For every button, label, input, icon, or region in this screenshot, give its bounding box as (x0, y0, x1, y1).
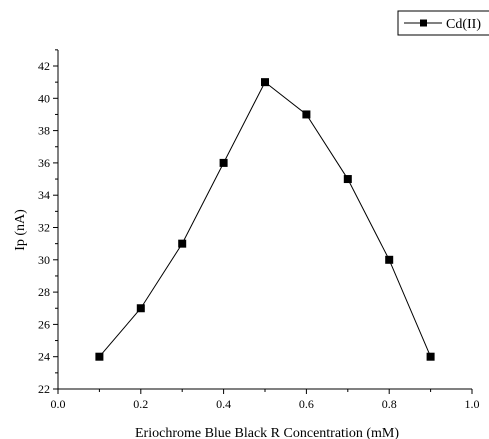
legend-marker (420, 19, 427, 27)
data-point (426, 352, 435, 361)
y-tick-label: 26 (38, 317, 50, 331)
y-tick-label: 32 (38, 221, 50, 235)
ticks: 0.0 0.2 0.4 0.6 0.8 1.0 22 24 26 28 30 32 34 36 38 40 42 (38, 49, 480, 411)
x-tick-label: 0.6 (299, 397, 314, 411)
x-axis-title: Eriochrome Blue Black R Concentration (m… (135, 426, 399, 439)
y-tick-label: 24 (38, 350, 50, 364)
legend-label: Cd(II) (446, 17, 481, 32)
data-point (219, 158, 228, 167)
y-tick-label: 22 (38, 382, 50, 396)
data-point (302, 110, 311, 119)
data-point (95, 352, 104, 361)
data-point (343, 175, 352, 184)
plot-area (95, 78, 435, 361)
y-tick-label: 28 (38, 285, 50, 299)
data-point (385, 255, 394, 264)
data-point (136, 304, 145, 313)
y-tick-label: 42 (38, 59, 50, 73)
y-tick-label: 34 (38, 188, 50, 202)
axes (57, 50, 472, 390)
series-line (99, 81, 432, 358)
x-tick-label: 0.4 (216, 397, 231, 411)
y-tick-label: 36 (38, 156, 50, 170)
x-tick-label: 1.0 (465, 397, 480, 411)
data-point (178, 239, 187, 248)
y-tick-label: 38 (38, 124, 50, 138)
y-tick-label: 30 (38, 253, 50, 267)
legend: Cd(II) (397, 10, 489, 36)
x-tick-label: 0.8 (382, 397, 397, 411)
y-tick-label: 40 (38, 91, 50, 105)
y-axis-title: Ip (nA) (13, 209, 28, 251)
data-point (261, 78, 269, 87)
x-tick-label: 0.0 (51, 397, 66, 411)
x-tick-label: 0.2 (133, 397, 148, 411)
